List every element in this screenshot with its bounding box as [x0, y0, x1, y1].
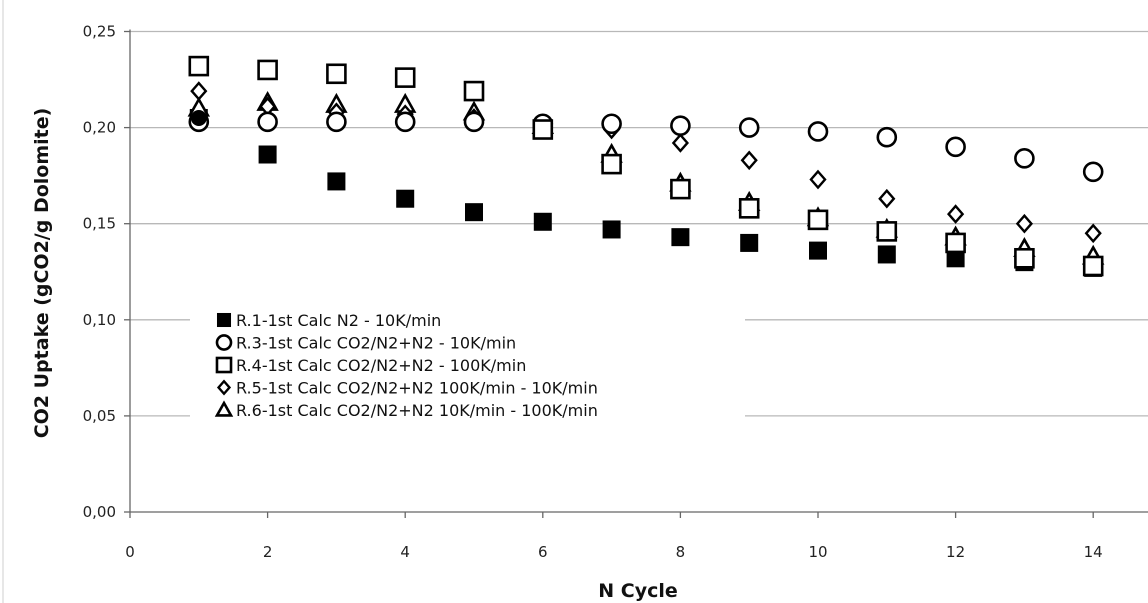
series-r4-point	[326, 63, 347, 85]
x-tick-label: 12	[946, 543, 965, 561]
series-r3-point	[257, 111, 278, 133]
series-r3-point	[670, 115, 691, 136]
series-r4-point	[807, 209, 829, 231]
series-r1-point	[396, 189, 415, 208]
series-r4-point	[1082, 255, 1104, 277]
y-tick-label: 0,15	[83, 215, 116, 233]
series-r5-point	[190, 81, 208, 101]
series-r4	[188, 55, 1104, 277]
series-r3-point	[945, 136, 966, 158]
legend-label: R.4-1st Calc CO2/N2+N2 - 100K/min	[236, 356, 526, 375]
series-r1-point	[258, 145, 277, 164]
series-r1-point	[740, 233, 759, 252]
series-r4-point	[532, 119, 554, 140]
series-r1-point	[809, 241, 827, 260]
legend-marker-5	[214, 400, 234, 417]
x-tick-label: 14	[1084, 543, 1103, 561]
series-r5-point	[809, 169, 827, 190]
series-r3-point	[463, 111, 485, 133]
series-r5-point	[671, 133, 689, 153]
legend-background	[190, 305, 745, 428]
series-r1-point	[877, 245, 896, 264]
series-r5-point	[740, 150, 758, 171]
legend-label: R.5-1st Calc CO2/N2+N2 100K/min - 10K/mi…	[236, 379, 598, 398]
series-r3-point	[601, 113, 622, 135]
series-r1-point-overlap	[190, 109, 207, 126]
series-r4-point	[876, 221, 898, 242]
y-axis-title: CO2 Uptake (gCO2/g Dolomite)	[31, 108, 53, 439]
y-tick-label: 0,05	[83, 407, 116, 425]
series-r3-point	[876, 126, 898, 148]
y-tick-label: 0,10	[83, 311, 116, 329]
series-r4-point	[1014, 247, 1035, 269]
series-r1-point	[465, 203, 483, 222]
series-r3-point	[1082, 161, 1104, 183]
legend-marker-4	[216, 379, 232, 396]
x-axis-title: N Cycle	[598, 580, 678, 602]
series-r1-point	[602, 220, 621, 239]
tick-labels: 0,00 0,05 0,10 0,15 0,20 0,25 0 2 4 6 8 10 12 14	[83, 23, 1103, 562]
series-r3-point	[807, 121, 829, 142]
axes	[124, 29, 1148, 518]
x-tick-label: 6	[538, 543, 548, 561]
y-tick-label: 0,25	[83, 23, 116, 41]
series-r4-point	[394, 67, 416, 88]
series-r1-point	[946, 249, 965, 268]
legend-marker-3	[215, 356, 233, 374]
series-r3-point	[738, 117, 760, 138]
series-r1-point	[671, 228, 690, 247]
series-r4-point	[738, 198, 760, 219]
legend: R.1-1st Calc N2 - 10K/min R.3-1st Calc CO…	[190, 305, 745, 428]
series-r4-point	[601, 153, 622, 175]
series-r5-point	[1015, 213, 1033, 234]
legend-marker-1	[216, 312, 232, 328]
x-tick-label: 2	[263, 543, 273, 561]
series-r5-point	[947, 204, 965, 224]
x-tick-label: 0	[125, 543, 135, 561]
series-r3-point	[326, 111, 347, 133]
x-tick-label: 10	[808, 543, 827, 561]
legend-marker-2	[215, 334, 233, 351]
series-r1-point	[327, 172, 346, 191]
series-r4-point	[945, 232, 966, 254]
x-tick-label: 8	[676, 543, 686, 561]
legend-label: R.6-1st Calc CO2/N2+N2 10K/min - 100K/mi…	[236, 401, 598, 420]
legend-label: R.3-1st Calc CO2/N2+N2 - 10K/min	[236, 334, 516, 353]
legend-label: R.1-1st Calc N2 - 10K/min	[236, 311, 441, 330]
y-tick-label: 0,20	[83, 119, 116, 137]
x-tick-label: 4	[400, 543, 410, 561]
series-r4-point	[257, 59, 278, 81]
y-tick-label: 0,00	[83, 503, 116, 521]
series-r4-point	[463, 80, 485, 102]
series-r3-point	[394, 111, 416, 133]
series-r1-point	[533, 212, 552, 231]
gridlines	[130, 30, 1148, 417]
series-r5-point	[1084, 223, 1102, 244]
series-r5-point	[878, 188, 896, 209]
series-r4-point	[670, 178, 691, 200]
data-points	[187, 55, 1105, 277]
series-r4-point	[188, 55, 210, 77]
series-r3-point	[1014, 148, 1035, 169]
